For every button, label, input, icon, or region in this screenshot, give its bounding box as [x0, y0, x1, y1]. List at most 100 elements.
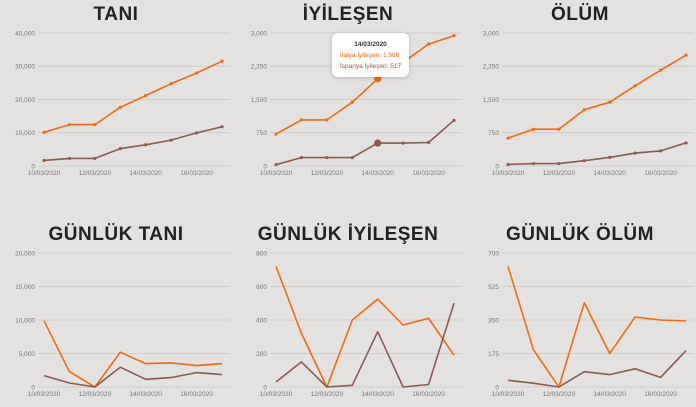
data-point[interactable] [684, 141, 688, 145]
chart-svg-gunluk-tani: 0 5,000 10,000 15,000 20,000 10/03/2020 12/03/… [15, 250, 230, 398]
data-point[interactable] [557, 127, 561, 131]
x-tick-label: 12/03/2020 [79, 170, 112, 177]
chart-title: İYİLEŞEN [302, 4, 394, 25]
data-point[interactable] [452, 34, 456, 38]
data-point[interactable] [608, 100, 612, 104]
y-tick-label: 750 [256, 130, 267, 137]
series-line-italy [43, 60, 223, 134]
chart-panel-iyilesen: İYİLEŞEN 0 750 1,500 2,250 3,000 10/03/2020 12/… [232, 0, 464, 192]
series-line-italy [275, 34, 455, 135]
data-point[interactable] [144, 94, 148, 98]
y-tick-label: 200 [256, 351, 267, 358]
x-tick-label: 14/03/2020 [593, 391, 626, 398]
chart-svg-iyilesen: 0 750 1,500 2,250 3,000 10/03/2020 12/03/2020 1… [251, 30, 462, 177]
data-point[interactable] [169, 82, 173, 86]
x-tick-label: 14/03/2020 [361, 170, 394, 177]
data-point[interactable] [169, 138, 173, 142]
data-point[interactable] [274, 163, 278, 167]
data-point[interactable] [67, 156, 72, 161]
chart-title: GÜNLÜK ÖLÜM [506, 224, 654, 245]
data-point[interactable] [93, 156, 97, 161]
y-tick-label: 20,000 [15, 97, 35, 104]
data-point[interactable] [426, 140, 431, 145]
chart-svg-gunluk-iyilesen: 0 200 400 600 800 10/03/2020 12/03/2020 14/03/2… [256, 250, 462, 398]
data-point[interactable] [42, 158, 46, 163]
y-tick-label: 0 [31, 384, 35, 391]
data-point[interactable] [506, 162, 510, 167]
series-line-spain [275, 119, 455, 166]
chart-panel-gunluk-tani: GÜNLÜK TANI 0 5,000 10,000 15,000 20,000 10/03… [0, 220, 232, 404]
data-point[interactable] [274, 132, 278, 136]
x-tick-label: 16/03/2020 [412, 170, 445, 177]
tooltip-line-b: İspanya İyileşen: 517 [340, 63, 402, 70]
data-point[interactable] [93, 122, 97, 127]
series-line-spain [43, 366, 223, 388]
chart-svg-gunluk-olum: 0 175 350 525 700 10/03/2020 12/03/2020 14/03/2… [488, 250, 694, 398]
x-tick-label: 14/03/2020 [361, 391, 394, 398]
data-point[interactable] [452, 118, 456, 122]
highlight-point[interactable] [374, 139, 382, 147]
x-tick-label: 14/03/2020 [129, 391, 162, 398]
data-point[interactable] [299, 118, 304, 122]
tooltip-line-a: İtalya İyileşen: 1,966 [340, 52, 400, 59]
data-point[interactable] [684, 53, 688, 57]
x-tick-label: 12/03/2020 [79, 391, 112, 398]
data-point[interactable] [557, 161, 561, 166]
x-tick-label: 14/03/2020 [593, 170, 626, 177]
data-point[interactable] [220, 59, 224, 63]
x-tick-label: 14/03/2020 [129, 170, 162, 177]
data-point[interactable] [633, 84, 637, 88]
data-point[interactable] [582, 159, 586, 163]
tooltip-date: 14/03/2020 [354, 41, 387, 48]
y-tick-label: 10,000 [15, 317, 35, 324]
data-point[interactable] [531, 161, 536, 166]
chart-title: ÖLÜM [551, 4, 609, 25]
data-point[interactable] [194, 131, 199, 135]
series-line-italy [507, 54, 687, 139]
y-tick-label: 0 [31, 163, 35, 170]
data-point[interactable] [506, 136, 510, 140]
chart-svg-olum: 0 750 1,500 2,250 3,000 10/03/2020 12/03/2020 1… [483, 30, 694, 177]
highlight-point[interactable] [374, 75, 382, 83]
data-point[interactable] [325, 118, 329, 122]
data-point[interactable] [658, 149, 663, 153]
data-point[interactable] [633, 151, 637, 155]
series-line-italy [507, 266, 687, 388]
x-tick-label: 10/03/2020 [492, 391, 525, 398]
data-point[interactable] [144, 143, 148, 147]
x-tick-label: 16/03/2020 [180, 170, 213, 177]
y-tick-label: 0 [495, 384, 499, 391]
data-point[interactable] [42, 130, 46, 134]
data-point[interactable] [531, 127, 536, 131]
y-tick-label: 800 [256, 250, 267, 257]
y-tick-label: 0 [495, 163, 499, 170]
x-tick-label: 16/03/2020 [180, 391, 213, 398]
data-point[interactable] [194, 71, 199, 75]
data-point[interactable] [658, 68, 663, 72]
x-tick-label: 10/03/2020 [260, 170, 293, 177]
data-point[interactable] [426, 42, 431, 46]
data-point[interactable] [118, 105, 122, 109]
data-point[interactable] [118, 147, 122, 151]
y-tick-label: 30,000 [15, 64, 35, 71]
chart-svg-tani: 0 10,000 20,000 30,000 40,000 10/03/2020 12/03… [15, 30, 230, 177]
data-point[interactable] [220, 125, 224, 129]
data-point[interactable] [325, 155, 329, 160]
data-point[interactable] [582, 108, 586, 112]
data-point[interactable] [299, 155, 304, 160]
series-line-spain [275, 303, 455, 388]
y-tick-label: 5,000 [19, 351, 36, 358]
y-tick-label: 750 [488, 130, 499, 137]
y-tick-label: 700 [488, 250, 499, 257]
data-point[interactable] [350, 155, 354, 160]
chart-panel-gunluk-iyilesen: GÜNLÜK İYİLEŞEN 0 200 400 600 800 10/03/2020 12… [232, 220, 464, 404]
data-point[interactable] [350, 100, 354, 104]
data-point[interactable] [401, 141, 405, 145]
data-point[interactable] [608, 155, 612, 159]
data-point[interactable] [67, 122, 72, 127]
y-tick-label: 1,500 [483, 97, 500, 104]
y-tick-label: 600 [256, 284, 267, 291]
x-tick-label: 10/03/2020 [28, 391, 61, 398]
chart-panel-gunluk-olum: GÜNLÜK ÖLÜM 0 175 350 525 700 10/03/2020 12/03/… [464, 220, 696, 404]
